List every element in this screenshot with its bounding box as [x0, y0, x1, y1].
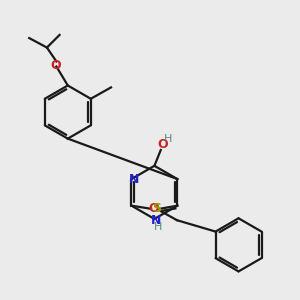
Text: O: O: [157, 138, 168, 152]
Text: N: N: [151, 214, 161, 227]
Text: H: H: [153, 222, 162, 232]
Text: O: O: [149, 202, 159, 215]
Text: O: O: [50, 59, 61, 72]
Text: S: S: [152, 202, 161, 215]
Text: H: H: [164, 134, 172, 144]
Text: N: N: [129, 172, 139, 186]
